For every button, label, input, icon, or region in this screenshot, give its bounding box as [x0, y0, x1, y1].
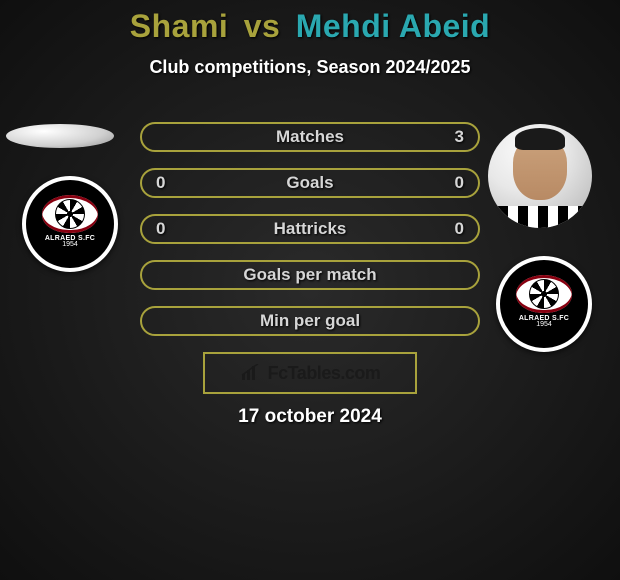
- soccer-ball-icon: [516, 275, 572, 313]
- stat-row-hattricks: 0 Hattricks 0: [140, 214, 480, 244]
- comparison-card: Shami vs Mehdi Abeid Club competitions, …: [0, 0, 620, 580]
- stat-row-matches: Matches 3: [140, 122, 480, 152]
- player1-avatar: [6, 124, 114, 148]
- stat-label: Min per goal: [260, 311, 360, 331]
- subtitle: Club competitions, Season 2024/2025: [0, 57, 620, 78]
- club-year: 1954: [536, 321, 552, 328]
- stat-right-value: 0: [455, 173, 464, 193]
- stat-label: Goals: [286, 173, 333, 193]
- stats-list: Matches 3 0 Goals 0 0 Hattricks 0 Goals …: [140, 122, 480, 352]
- vs-label: vs: [244, 8, 281, 44]
- stat-row-min-per-goal: Min per goal: [140, 306, 480, 336]
- bar-chart-icon: [240, 364, 262, 382]
- stat-right-value: 3: [455, 127, 464, 147]
- soccer-ball-icon: [42, 195, 98, 233]
- player2-name: Mehdi Abeid: [296, 8, 491, 44]
- watermark[interactable]: FcTables.com: [203, 352, 417, 394]
- player1-name: Shami: [130, 8, 229, 44]
- stat-row-goals-per-match: Goals per match: [140, 260, 480, 290]
- player2-avatar: [488, 124, 592, 228]
- page-title: Shami vs Mehdi Abeid: [0, 0, 620, 45]
- date-label: 17 october 2024: [0, 406, 620, 428]
- stat-right-value: 0: [455, 219, 464, 239]
- stat-row-goals: 0 Goals 0: [140, 168, 480, 198]
- player1-club-badge: ALRAED S.FC 1954: [22, 176, 118, 272]
- stat-left-value: 0: [156, 219, 165, 239]
- jersey-icon: [498, 206, 582, 228]
- watermark-text: FcTables.com: [268, 363, 381, 384]
- stat-label: Goals per match: [243, 265, 376, 285]
- stat-left-value: 0: [156, 173, 165, 193]
- face-icon: [513, 138, 567, 200]
- stat-label: Hattricks: [274, 219, 347, 239]
- player2-club-badge: ALRAED S.FC 1954: [496, 256, 592, 352]
- club-year: 1954: [62, 241, 78, 248]
- stat-label: Matches: [276, 127, 344, 147]
